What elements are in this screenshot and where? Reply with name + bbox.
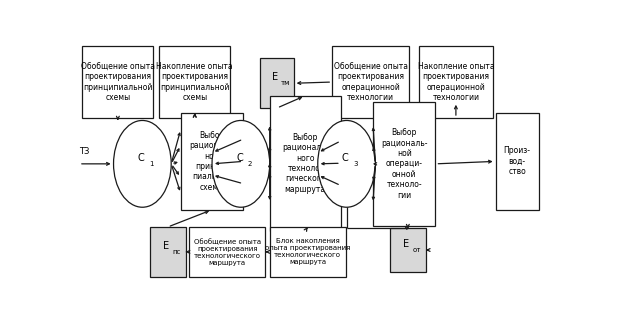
- Text: Накопление опыта
проектирования
принципиальной
схемы: Накопление опыта проектирования принципи…: [156, 62, 233, 102]
- FancyBboxPatch shape: [260, 59, 294, 108]
- Text: C: C: [138, 153, 144, 163]
- Text: 1: 1: [149, 161, 153, 167]
- Text: C: C: [342, 153, 348, 163]
- Ellipse shape: [318, 120, 376, 207]
- Text: E: E: [163, 241, 169, 251]
- Text: Обобщение опыта
проектирования
технологического
маршрута: Обобщение опыта проектирования технологи…: [194, 238, 261, 266]
- FancyBboxPatch shape: [270, 227, 345, 277]
- FancyBboxPatch shape: [418, 46, 493, 118]
- Text: Выбор
рациональ-
ного
техноло-
гического
маршрута: Выбор рациональ- ного техноло- гического…: [282, 133, 329, 194]
- FancyBboxPatch shape: [495, 113, 539, 210]
- FancyBboxPatch shape: [149, 227, 185, 277]
- Ellipse shape: [212, 120, 270, 207]
- Text: 2: 2: [247, 161, 252, 167]
- FancyBboxPatch shape: [190, 227, 265, 277]
- Text: от: от: [412, 247, 421, 253]
- FancyBboxPatch shape: [82, 46, 153, 118]
- Text: Накопление опыта
проектирования
операционной
технологии: Накопление опыта проектирования операцио…: [418, 62, 494, 102]
- Text: Выбор
рациональ-
ной
принци-
пиальной
схемы: Выбор рациональ- ной принци- пиальной сх…: [189, 131, 236, 192]
- FancyBboxPatch shape: [181, 113, 243, 210]
- Text: C: C: [236, 153, 243, 163]
- FancyBboxPatch shape: [270, 96, 341, 231]
- FancyBboxPatch shape: [373, 102, 435, 226]
- FancyBboxPatch shape: [332, 46, 409, 118]
- Text: ТЗ: ТЗ: [79, 147, 89, 156]
- Text: Блок накопления
опыта проектирования
технологического
маршрута: Блок накопления опыта проектирования тех…: [265, 238, 350, 265]
- Text: Произ-
вод-
ство: Произ- вод- ство: [503, 147, 531, 176]
- Text: E: E: [272, 72, 278, 82]
- Text: Обобщение опыта
проектирования
принципиальной
схемы: Обобщение опыта проектирования принципиа…: [81, 62, 155, 102]
- Text: E: E: [404, 239, 409, 249]
- FancyBboxPatch shape: [390, 228, 426, 272]
- Ellipse shape: [113, 120, 171, 207]
- Text: тм: тм: [281, 80, 290, 86]
- Text: Выбор
рациональ-
ной
операци-
онной
техноло-
гии: Выбор рациональ- ной операци- онной техн…: [381, 128, 427, 200]
- Text: Обобщение опыта
проектирования
операционной
технологии: Обобщение опыта проектирования операцион…: [334, 62, 407, 102]
- Text: 3: 3: [353, 161, 358, 167]
- Text: пс: пс: [172, 249, 180, 255]
- FancyBboxPatch shape: [159, 46, 230, 118]
